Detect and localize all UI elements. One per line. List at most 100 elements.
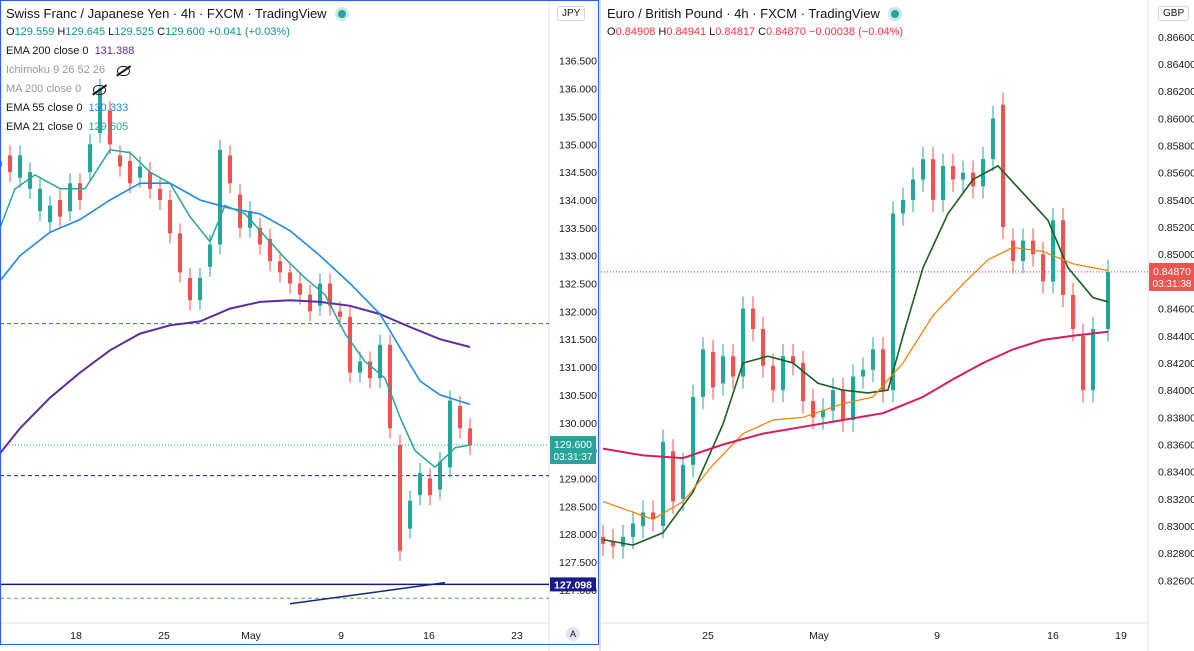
- ohlc-values: O0.84908 H0.84941 L0.84817 C0.84870 −0.0…: [607, 26, 904, 38]
- candle-body: [218, 149, 222, 245]
- candle-body: [68, 183, 72, 212]
- candle-body: [981, 159, 985, 187]
- candle-body: [8, 155, 12, 173]
- eur-gbp-chart-pane[interactable]: 0.86600 0.86400 0.86200 0.86000 0.85800 0.856…: [601, 0, 1194, 651]
- currency-selector[interactable]: GBP: [1158, 6, 1190, 21]
- indicator-ema55[interactable]: EMA 55 close 0 130.333: [6, 102, 129, 114]
- candle-body: [98, 88, 102, 134]
- candle-body: [671, 451, 675, 502]
- y-tick-label: 0.83200: [1158, 494, 1194, 506]
- candle-body: [128, 160, 132, 184]
- candle-body: [811, 401, 815, 418]
- candle-body: [921, 159, 925, 180]
- candle-body: [108, 110, 112, 145]
- candle-body: [651, 512, 655, 520]
- candle-body: [881, 349, 885, 391]
- candle-body: [621, 536, 625, 547]
- y-tick-label: 0.84600: [1158, 304, 1194, 316]
- y-tick-label: 133.500: [559, 223, 597, 235]
- candle-body: [448, 400, 452, 468]
- candle-body: [308, 294, 312, 312]
- candle-body: [991, 118, 995, 160]
- candle-body: [28, 172, 32, 189]
- x-tick-label: 18: [70, 630, 82, 642]
- candle-body: [48, 205, 52, 223]
- candle-body: [871, 349, 875, 370]
- x-tick-label: 25: [702, 630, 714, 642]
- candle-body: [378, 344, 382, 379]
- symbol-title-row[interactable]: Swiss Franc / Japanese Yen · 4h · FXCM ·…: [6, 4, 346, 23]
- x-tick-label: 19: [1115, 630, 1127, 642]
- candle-body: [821, 410, 825, 418]
- currency-selector[interactable]: JPY: [557, 6, 586, 21]
- candle-body: [188, 277, 192, 301]
- candle-body: [901, 199, 905, 214]
- last-price-box: [1149, 262, 1194, 291]
- candle-body: [148, 172, 152, 189]
- candle-body: [781, 356, 785, 391]
- candle-body: [831, 390, 835, 411]
- hidden-eye-icon[interactable]: [93, 84, 107, 95]
- y-tick-label: 0.86200: [1158, 86, 1194, 98]
- candle-body: [88, 144, 92, 173]
- candle-body: [418, 472, 422, 496]
- y-tick-label: 136.500: [559, 56, 597, 68]
- indicator-line: [602, 164, 1109, 546]
- y-tick-label: 0.86400: [1158, 59, 1194, 71]
- indicator-ichimoku[interactable]: Ichimoku 9 26 52 26: [6, 61, 346, 80]
- candle-body: [1031, 240, 1035, 255]
- indicator-ma200[interactable]: MA 200 close 0: [6, 80, 346, 99]
- level-price-value: 127.098: [554, 579, 592, 591]
- y-tick-label: 0.85800: [1158, 141, 1194, 153]
- y-tick-label: 0.85600: [1158, 168, 1194, 180]
- candle-body: [288, 272, 292, 284]
- y-tick-label: 0.83800: [1158, 412, 1194, 424]
- candle-body: [208, 244, 212, 267]
- y-tick-label: 128.000: [559, 529, 597, 541]
- candle-body: [661, 441, 665, 527]
- indicator-line: [0, 182, 471, 406]
- indicator-ema21[interactable]: EMA 21 close 0 129.605: [6, 121, 129, 133]
- last-price-box: [550, 436, 596, 465]
- y-tick-label: 131.500: [559, 334, 597, 346]
- candle-body: [228, 155, 232, 184]
- chf-jpy-chart-pane[interactable]: 136.500 136.000 135.500 135.000 134.500 134.0…: [0, 0, 599, 651]
- candle-body: [0, 160, 2, 167]
- candle-body: [458, 406, 462, 429]
- hidden-eye-icon[interactable]: [117, 65, 131, 76]
- candle-body: [761, 328, 765, 366]
- market-status-icon: [890, 9, 899, 18]
- y-tick-label: 0.83000: [1158, 521, 1194, 533]
- candle-body: [611, 540, 615, 547]
- candle-body: [328, 283, 332, 306]
- candle-body: [1091, 328, 1095, 391]
- candle-body: [771, 365, 775, 391]
- symbol-title: Swiss Franc / Japanese Yen · 4h · FXCM ·…: [6, 6, 327, 21]
- candle-body: [1011, 240, 1015, 262]
- candle-body: [931, 159, 935, 200]
- x-tick-label: 16: [1047, 630, 1059, 642]
- chf-jpy-chart[interactable]: 136.500 136.000 135.500 135.000 134.500 134.0…: [0, 0, 599, 651]
- auto-scale-button[interactable]: A: [566, 627, 580, 641]
- eur-gbp-chart[interactable]: 0.86600 0.86400 0.86200 0.86000 0.85800 0.856…: [601, 0, 1194, 651]
- level-price-box: [550, 577, 596, 592]
- indicator-ema200[interactable]: EMA 200 close 0 131.388: [6, 45, 135, 57]
- candle-body: [1041, 254, 1045, 282]
- y-tick-label: 134.000: [559, 195, 597, 207]
- y-tick-label: 0.83600: [1158, 440, 1194, 452]
- candle-body: [911, 179, 915, 200]
- y-tick-label: 0.85000: [1158, 249, 1194, 261]
- y-tick-label: 132.000: [559, 306, 597, 318]
- candle-body: [258, 227, 262, 245]
- symbol-title-row[interactable]: Euro / British Pound · 4h · FXCM · Tradi…: [607, 4, 903, 23]
- pane-divider[interactable]: [599, 0, 601, 651]
- y-tick-label: 0.82600: [1158, 575, 1194, 587]
- candle-body: [398, 445, 402, 551]
- candle-body: [841, 390, 845, 421]
- candle-body: [18, 155, 22, 178]
- candle-body: [388, 344, 392, 429]
- y-tick-label: 136.000: [559, 84, 597, 96]
- x-tick-label: 25: [158, 630, 170, 642]
- eur-gbp-legend: Euro / British Pound · 4h · FXCM · Tradi…: [607, 4, 903, 42]
